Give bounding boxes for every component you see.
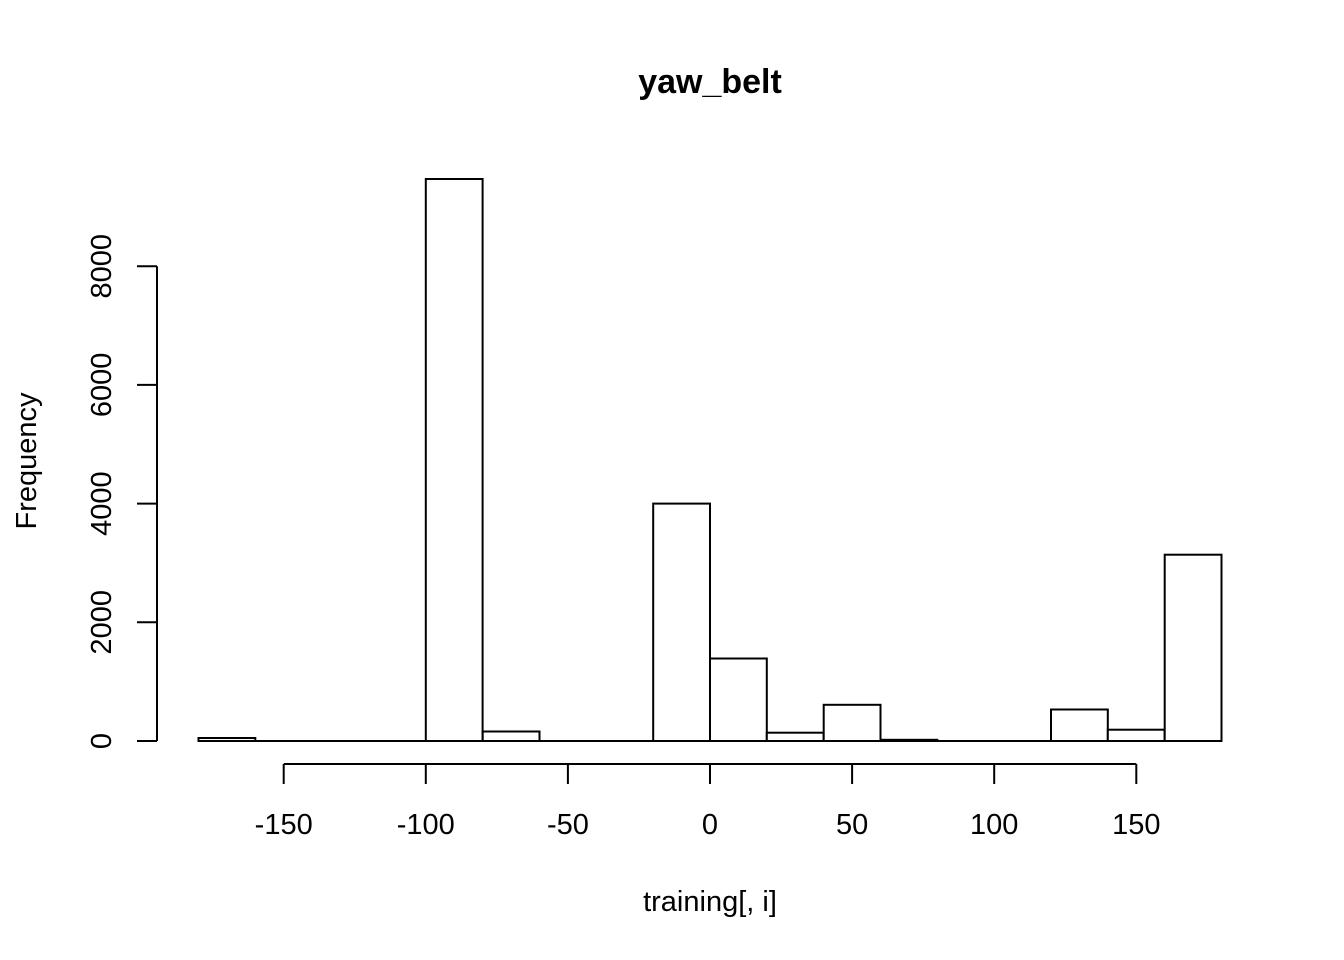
x-tick-label: 50	[836, 809, 868, 841]
x-axis-label: training[, i]	[643, 886, 777, 918]
histogram-bar	[424, 178, 484, 742]
y-tick-label: 6000	[86, 353, 118, 418]
x-tick-label: 150	[1112, 809, 1160, 841]
histogram-bar	[481, 730, 541, 742]
y-tick-label: 0	[86, 733, 118, 749]
histogram-bar	[709, 657, 768, 742]
histogram-bars	[197, 178, 1223, 743]
y-tick-label: 2000	[86, 590, 118, 655]
histogram-bar	[1106, 728, 1166, 743]
y-axis: 0 2000 4000 6000 8000	[86, 234, 158, 749]
histogram-bar	[765, 731, 825, 743]
y-tick-label: 8000	[86, 234, 118, 299]
histogram-bar	[652, 502, 712, 742]
x-tick-label: 0	[702, 809, 718, 841]
histogram-bar	[822, 703, 882, 742]
histogram-bar	[1163, 553, 1223, 743]
y-axis-label: Frequency	[11, 392, 43, 530]
x-tick-label: -100	[397, 809, 455, 841]
x-tick-label: -150	[255, 809, 313, 841]
x-axis: -150 -100 -50 0 50 100 150	[255, 763, 1160, 841]
histogram-bar	[1050, 708, 1109, 742]
chart-title: yaw_belt	[638, 63, 782, 101]
y-tick-label: 4000	[86, 471, 118, 536]
x-tick-label: 100	[970, 809, 1018, 841]
x-tick-label: -50	[547, 809, 589, 841]
